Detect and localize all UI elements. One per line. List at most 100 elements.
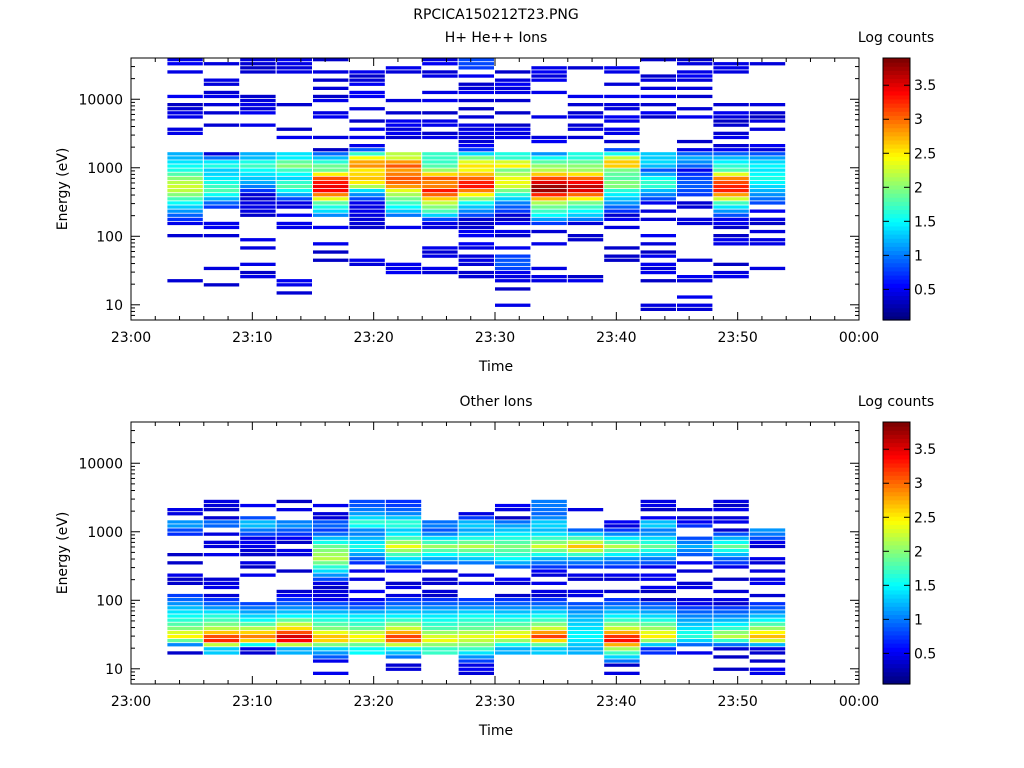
heatmap-cell	[276, 164, 312, 168]
heatmap-cells	[167, 499, 786, 675]
heatmap-cell	[313, 258, 349, 262]
heatmap-cell	[531, 626, 567, 630]
heatmap-cell	[422, 131, 458, 135]
y-tick-label: 10	[105, 298, 123, 314]
heatmap-cell	[604, 557, 640, 561]
heatmap-cell	[604, 66, 640, 70]
heatmap-cell	[567, 189, 604, 193]
heatmap-cell	[313, 606, 349, 610]
heatmap-cell	[313, 573, 349, 577]
heatmap-cell	[640, 532, 676, 536]
heatmap-cell	[495, 630, 531, 635]
heatmap-cell	[313, 647, 349, 651]
heatmap-cell	[677, 639, 713, 643]
colorbar-segment	[883, 78, 910, 84]
colorbar-segment	[883, 98, 910, 104]
heatmap-cell	[604, 553, 640, 557]
heatmap-cell	[640, 618, 676, 622]
heatmap-cell	[240, 639, 276, 643]
heatmap-cell	[604, 127, 640, 131]
heatmap-cell	[313, 58, 349, 62]
colorbar-segment	[883, 82, 910, 88]
heatmap-cell	[276, 540, 312, 544]
heatmap-cell	[313, 622, 349, 626]
heatmap-cell	[385, 614, 422, 618]
heatmap-cell	[604, 532, 640, 536]
colorbar-segment	[883, 536, 910, 542]
heatmap-cell	[385, 172, 422, 176]
heatmap-cell	[713, 655, 749, 659]
heatmap-cell	[313, 250, 349, 254]
heatmap-cell	[640, 217, 676, 221]
heatmap-cell	[276, 66, 312, 70]
heatmap-cell	[458, 540, 494, 544]
heatmap-cell	[276, 201, 312, 205]
heatmap-cell	[749, 557, 786, 561]
heatmap-cell	[677, 70, 713, 74]
heatmap-cell	[167, 532, 203, 536]
panel-title: Other Ions	[459, 394, 532, 410]
y-axis-label: Energy (eV)	[55, 512, 71, 595]
heatmap-cell	[385, 262, 422, 266]
heatmap-cell	[677, 581, 713, 585]
heatmap-cell	[713, 634, 749, 639]
heatmap-cell	[313, 536, 349, 540]
heatmap-cell	[422, 593, 458, 598]
heatmap-cell	[531, 561, 567, 565]
heatmap-cell	[640, 561, 676, 565]
colorbar-segment	[883, 651, 910, 656]
heatmap-cell	[203, 524, 240, 528]
heatmap-cell	[531, 205, 567, 209]
colorbar-tick-label: 1.5	[914, 214, 936, 230]
heatmap-cell	[749, 602, 786, 606]
heatmap-cell	[749, 544, 786, 549]
heatmap-cell	[531, 180, 567, 185]
colorbar-tick-label: 0.5	[914, 646, 936, 662]
heatmap-cell	[677, 643, 713, 647]
heatmap-cell	[349, 499, 385, 504]
heatmap-cell	[240, 66, 276, 70]
heatmap-cell	[313, 205, 349, 209]
heatmap-cell	[677, 524, 713, 528]
heatmap-cell	[458, 626, 494, 630]
heatmap-cell	[458, 229, 494, 234]
colorbar-segment	[883, 491, 910, 497]
colorbar-segment	[883, 483, 910, 489]
heatmap-cell	[640, 516, 676, 520]
colorbar-segment	[883, 479, 910, 484]
colorbar-segment	[883, 548, 910, 554]
heatmap-cell	[240, 602, 276, 606]
heatmap-cell	[240, 94, 276, 99]
heatmap-cell	[749, 62, 786, 66]
heatmap-cell	[385, 111, 422, 115]
heatmap-cell	[567, 561, 604, 565]
heatmap-cell	[604, 70, 640, 74]
colorbar-segment	[883, 630, 910, 636]
heatmap-cell	[203, 164, 240, 168]
heatmap-cell	[458, 606, 494, 610]
heatmap-cell	[167, 197, 203, 201]
heatmap-cell	[313, 168, 349, 172]
heatmap-cell	[531, 606, 567, 610]
heatmap-cell	[422, 520, 458, 524]
heatmap-cell	[422, 606, 458, 610]
heatmap-cell	[313, 242, 349, 246]
heatmap-cell	[531, 139, 567, 144]
heatmap-cell	[349, 127, 385, 131]
heatmap-cell	[385, 602, 422, 606]
heatmap-cell	[385, 131, 422, 135]
heatmap-cell	[313, 643, 349, 647]
heatmap-cell	[240, 62, 276, 66]
heatmap-cell	[458, 659, 494, 663]
heatmap-cell	[422, 180, 458, 185]
heatmap-cell	[203, 160, 240, 164]
heatmap-cell	[495, 229, 531, 234]
heatmap-cell	[276, 508, 312, 512]
heatmap-cell	[749, 119, 786, 123]
heatmap-cell	[276, 536, 312, 540]
heatmap-cell	[167, 508, 203, 512]
heatmap-cell	[713, 176, 749, 180]
y-axis-label: Energy (eV)	[55, 148, 71, 231]
heatmap-cell	[385, 156, 422, 160]
heatmap-cell	[422, 610, 458, 614]
